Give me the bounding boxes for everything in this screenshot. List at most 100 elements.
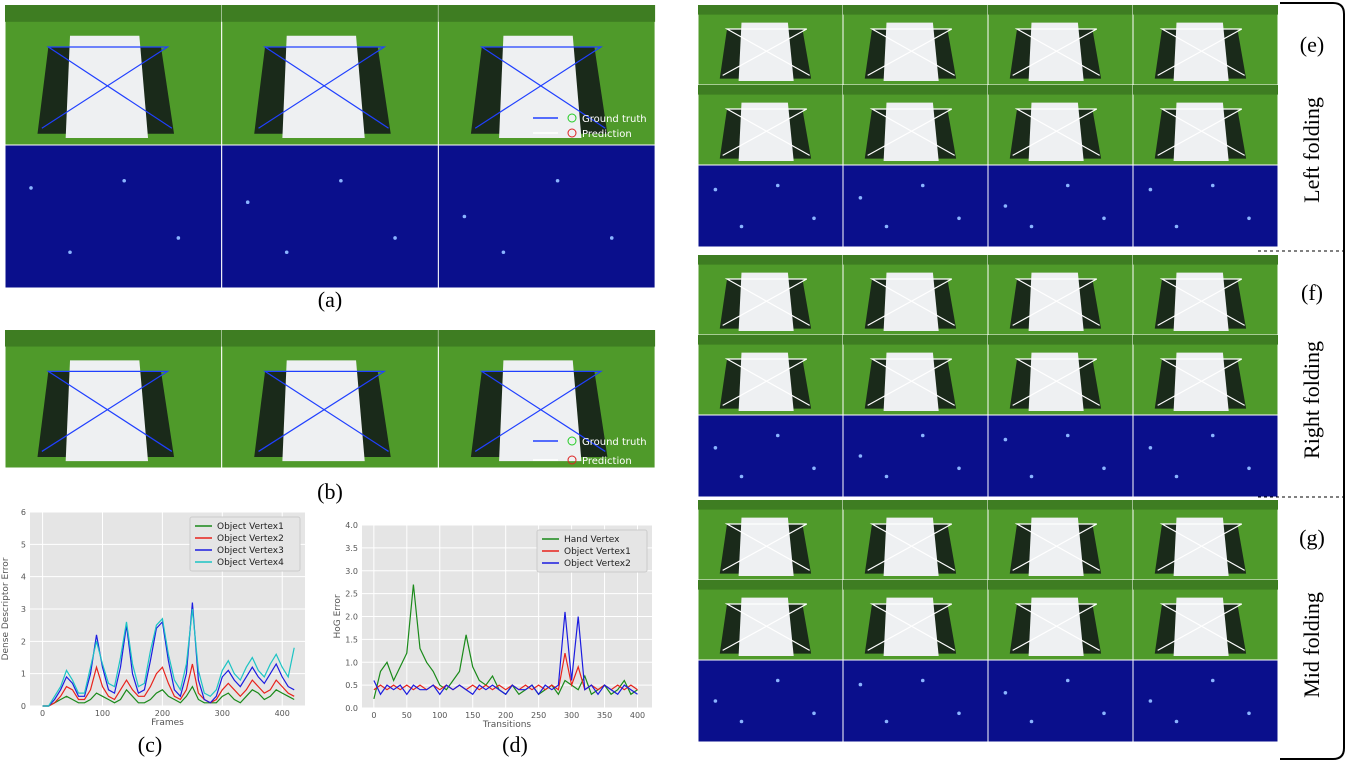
figure: (a) (b) (c) (d) Ground truth Prediction … (0, 0, 1347, 762)
descriptor-map (698, 660, 843, 742)
keypoint (1004, 691, 1008, 695)
legend-label: Object Vertex1 (217, 522, 284, 532)
x-tick-label: 100 (95, 709, 110, 718)
x-axis-label: Transitions (482, 720, 532, 730)
photo-shade (698, 580, 843, 590)
panel-label: (b) (317, 479, 343, 504)
y-tick-label: 4 (21, 573, 26, 582)
keypoint (1066, 434, 1070, 438)
keypoint (1175, 475, 1179, 479)
legend-text: Prediction (582, 129, 632, 140)
keypoint (714, 446, 718, 450)
y-tick-label: 0.0 (345, 704, 358, 713)
y-tick-label: 3.5 (345, 544, 358, 553)
keypoint (776, 679, 780, 683)
keypoint (885, 475, 889, 479)
keypoint (776, 434, 780, 438)
photo-shade (843, 580, 988, 590)
keypoint (1247, 217, 1251, 221)
x-tick-label: 150 (465, 711, 480, 720)
x-tick-label: 0 (371, 711, 376, 720)
keypoint (29, 186, 33, 190)
photo-shade (988, 500, 1133, 510)
photo-shade (843, 85, 988, 95)
photo-shade (698, 85, 843, 95)
keypoint (393, 236, 397, 240)
descriptor-map (843, 415, 988, 497)
x-tick-label: 100 (432, 711, 447, 720)
keypoint (812, 712, 816, 716)
photo-shade (988, 85, 1133, 95)
y-tick-label: 6 (21, 508, 26, 517)
keypoint (1211, 679, 1215, 683)
keypoint (1102, 217, 1106, 221)
keypoint (859, 683, 863, 687)
y-tick-label: 1.0 (345, 658, 358, 667)
keypoint (885, 720, 889, 724)
legend-label: Object Vertex1 (564, 547, 631, 557)
photo-shade (5, 330, 222, 347)
row-label: Left folding (1299, 97, 1324, 203)
keypoint (1149, 699, 1153, 703)
photo-shade (1133, 5, 1278, 15)
keypoint (1211, 434, 1215, 438)
keypoint (1149, 188, 1153, 192)
photo-shade (988, 255, 1133, 265)
keypoint (740, 225, 744, 229)
photo-shade (438, 330, 655, 347)
photo-shade (698, 500, 843, 510)
x-tick-label: 200 (155, 709, 170, 718)
panel-label: (g) (1299, 525, 1325, 550)
legend-label: Object Vertex4 (217, 558, 284, 568)
y-tick-label: 3 (21, 605, 26, 614)
photo-shade (843, 335, 988, 345)
keypoint (859, 196, 863, 200)
keypoint (246, 200, 250, 204)
x-tick-label: 300 (564, 711, 579, 720)
keypoint (776, 184, 780, 188)
descriptor-map (5, 145, 222, 288)
keypoint (610, 236, 614, 240)
keypoint (339, 179, 343, 183)
photo-shade (698, 5, 843, 15)
descriptor-map (438, 145, 655, 288)
descriptor-map (698, 415, 843, 497)
photo-shade (1133, 580, 1278, 590)
keypoint (463, 215, 467, 219)
legend-text: Prediction (582, 456, 632, 467)
x-axis-label: Frames (151, 718, 184, 728)
y-tick-label: 2 (21, 637, 26, 646)
keypoint (957, 712, 961, 716)
photo-shade (988, 580, 1133, 590)
keypoint (1004, 438, 1008, 442)
photo-shade (988, 335, 1133, 345)
keypoint (714, 699, 718, 703)
keypoint (1247, 712, 1251, 716)
keypoint (1149, 446, 1153, 450)
keypoint (68, 250, 72, 254)
keypoint (812, 467, 816, 471)
keypoint (921, 184, 925, 188)
chart: 01234560100200300400FramesDense Descript… (1, 508, 305, 728)
y-tick-label: 2.5 (345, 590, 358, 599)
photo-shade (843, 5, 988, 15)
legend-text: Ground truth (582, 437, 647, 448)
x-tick-label: 200 (498, 711, 513, 720)
keypoint (1247, 467, 1251, 471)
y-tick-label: 4.0 (345, 521, 358, 530)
keypoint (812, 217, 816, 221)
legend-label: Object Vertex3 (217, 546, 284, 556)
y-tick-label: 1 (21, 670, 26, 679)
keypoint (921, 679, 925, 683)
y-tick-label: 3.0 (345, 567, 358, 576)
keypoint (957, 217, 961, 221)
keypoint (921, 434, 925, 438)
y-axis-label: HoG Error (333, 594, 343, 638)
photo-shade (1133, 255, 1278, 265)
keypoint (859, 454, 863, 458)
x-tick-label: 250 (531, 711, 546, 720)
keypoint (1211, 184, 1215, 188)
photo-shade (222, 5, 439, 22)
keypoint (885, 225, 889, 229)
